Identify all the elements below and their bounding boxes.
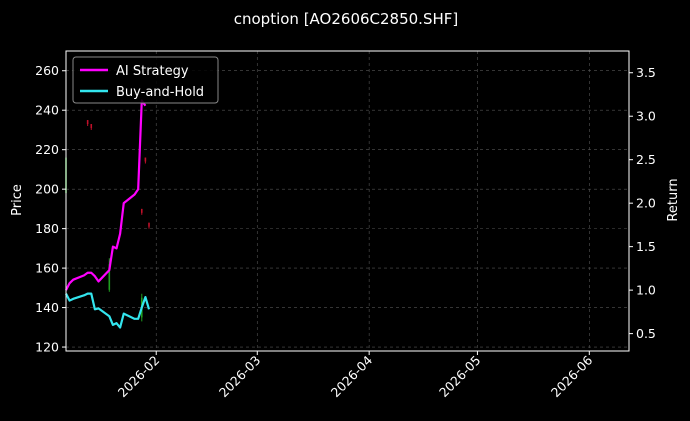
legend-label-ai-strategy: AI Strategy [116, 64, 189, 79]
candle-body [86, 120, 89, 125]
y-right-tick-label: 1.5 [636, 239, 656, 254]
y-right-tick-label: 2.5 [636, 152, 656, 167]
y-left-tick-label: 260 [35, 63, 59, 78]
candle-body [90, 124, 93, 128]
y-axis-left-label: Price [10, 184, 25, 216]
legend-box [72, 56, 219, 104]
y-right-tick-label: 3.5 [636, 65, 656, 80]
candle-body [148, 222, 150, 227]
candle-body [108, 264, 111, 290]
y-right-tick-label: 3.0 [636, 109, 656, 124]
y-left-tick-label: 140 [35, 300, 59, 315]
candlesticks [65, 120, 150, 322]
y-right-tick-label: 2.0 [636, 196, 656, 211]
y-right-tick-label: 0.5 [636, 326, 656, 341]
grid [66, 51, 629, 351]
candle-body [144, 157, 147, 162]
y-left-tick-label: 160 [35, 261, 59, 276]
series-line-buy-and-hold [65, 292, 151, 329]
y-left-tick-label: 120 [35, 340, 59, 355]
legend: AI Strategy Buy-and-Hold [72, 56, 219, 104]
legend-label-buy-and-hold: Buy-and-Hold [116, 85, 204, 100]
y-axis-left: 120 140 160 180 200 220 240 260 [35, 63, 66, 355]
chart-title: cnoption [AO2606C2850.SHF] [234, 10, 458, 28]
y-axis-right: 0.5 1.0 1.5 2.0 2.5 3.0 3.5 [629, 65, 656, 341]
y-left-tick-label: 180 [35, 221, 59, 236]
x-tick-label: 2026-04 [328, 352, 376, 400]
candle-body [140, 208, 143, 213]
series-lines [65, 99, 151, 329]
y-right-tick-label: 1.0 [636, 283, 656, 298]
x-tick-label: 2026-05 [436, 353, 484, 401]
x-tick-label: 2026-06 [548, 352, 596, 400]
x-axis: 2026-02 2026-03 2026-04 2026-05 2026-06 [115, 351, 596, 401]
y-left-tick-label: 240 [35, 103, 59, 118]
y-left-tick-label: 220 [35, 142, 59, 157]
x-tick-label: 2026-03 [216, 353, 264, 401]
y-left-tick-label: 200 [35, 182, 59, 197]
y-axis-right-label: Return [666, 178, 681, 221]
series-line-ai-strategy [65, 99, 147, 291]
x-tick-label: 2026-02 [115, 353, 163, 401]
plot-frame [65, 50, 630, 352]
